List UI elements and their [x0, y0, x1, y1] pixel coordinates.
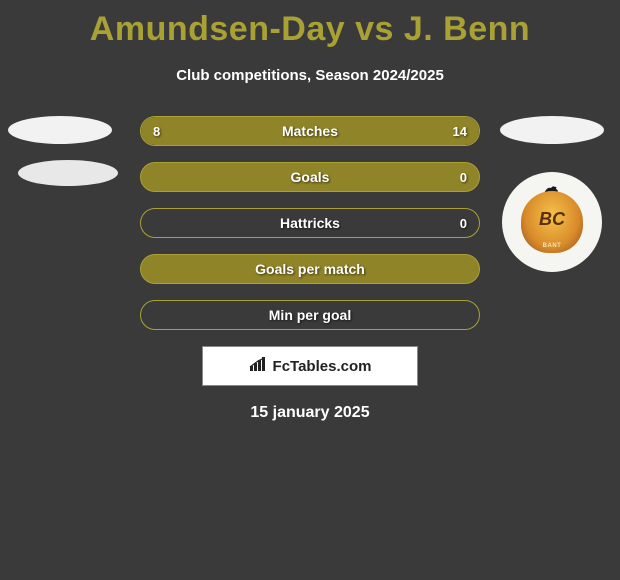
date-label: 15 january 2025 [0, 404, 620, 422]
stat-value-right: 0 [460, 216, 467, 231]
stat-row: 8 Matches 14 [140, 116, 480, 146]
page-title: Amundsen-Day vs J. Benn [0, 0, 620, 49]
stat-value-right: 0 [460, 170, 467, 185]
badge-subtext: BANT [521, 243, 583, 249]
player-right-avatar [500, 116, 604, 144]
stat-label: Min per goal [269, 307, 351, 323]
subtitle: Club competitions, Season 2024/2025 [0, 67, 620, 84]
player-left-avatar [8, 116, 112, 144]
stat-row: Min per goal [140, 300, 480, 330]
stat-rows: 8 Matches 14 Goals 0 Hattricks 0 Goals per matc… [140, 116, 480, 330]
stat-row: Goals per match [140, 254, 480, 284]
brand-label: FcTables.com [273, 358, 372, 375]
stat-label: Matches [282, 123, 338, 139]
stat-label: Goals per match [255, 261, 365, 277]
stat-label: Goals [291, 169, 330, 185]
stat-value-left: 8 [153, 124, 160, 139]
stat-label: Hattricks [280, 215, 340, 231]
stat-row: Goals 0 [140, 162, 480, 192]
stats-area: BC BANT 8Matches14Goals0Hattricks0Goals … [0, 116, 620, 330]
stat-row: Hattricks 0 [140, 208, 480, 238]
badge-initials: BC [521, 209, 583, 230]
stat-value-right: 14 [453, 124, 467, 139]
chart-icon [249, 356, 269, 377]
club-left-badge [18, 160, 118, 186]
brand-box[interactable]: FcTables.com [202, 346, 418, 386]
club-right-badge: BC BANT [502, 172, 602, 272]
